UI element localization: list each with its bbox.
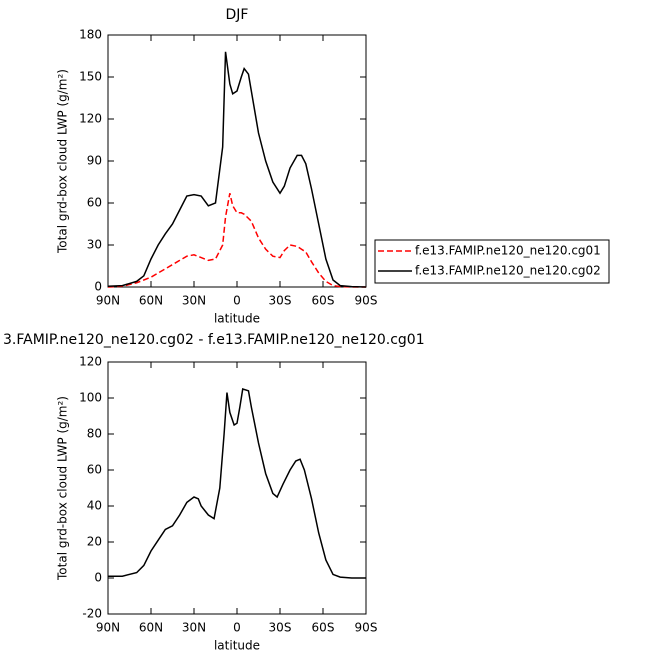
x-tick-label: 60S bbox=[312, 294, 335, 308]
plot-frame bbox=[107, 34, 367, 288]
data-line bbox=[107, 193, 366, 288]
y-tick-label: 80 bbox=[87, 427, 102, 441]
y-tick-label: 0 bbox=[94, 280, 102, 294]
chart-title: DJF bbox=[226, 7, 249, 23]
x-axis-label: latitude bbox=[214, 639, 260, 653]
x-tick-label: 30S bbox=[269, 294, 292, 308]
y-tick-label: 180 bbox=[79, 28, 102, 42]
x-tick-label: 0 bbox=[233, 621, 241, 635]
x-tick-label: 90N bbox=[96, 621, 120, 635]
y-tick-label: 0 bbox=[94, 571, 102, 585]
chart-title: 3.FAMIP.ne120_ne120.cg02 - f.e13.FAMIP.n… bbox=[3, 332, 425, 348]
legend-box bbox=[374, 239, 610, 284]
x-tick-label: 90S bbox=[355, 621, 378, 635]
y-tick-label: 120 bbox=[79, 355, 102, 369]
y-tick-label: 40 bbox=[87, 499, 102, 513]
y-tick-label: 120 bbox=[79, 112, 102, 126]
data-line bbox=[108, 388, 366, 579]
y-tick-label: 20 bbox=[87, 535, 102, 549]
y-tick-label: 100 bbox=[79, 391, 102, 405]
legend-label: f.e13.FAMIP.ne120_ne120.cg02 bbox=[415, 264, 601, 278]
x-axis-label: latitude bbox=[214, 312, 260, 326]
plot-frame bbox=[107, 361, 367, 615]
y-tick-label: 60 bbox=[87, 463, 102, 477]
x-tick-label: 30N bbox=[182, 294, 206, 308]
x-tick-label: 60N bbox=[139, 294, 163, 308]
x-tick-label: 30S bbox=[269, 621, 292, 635]
x-tick-label: 90S bbox=[355, 294, 378, 308]
y-tick-label: -20 bbox=[82, 607, 102, 621]
legend-label: f.e13.FAMIP.ne120_ne120.cg01 bbox=[415, 244, 601, 258]
x-tick-label: 60S bbox=[312, 621, 335, 635]
x-tick-label: 30N bbox=[182, 621, 206, 635]
x-tick-label: 0 bbox=[233, 294, 241, 308]
data-line bbox=[107, 51, 367, 288]
y-tick-label: 60 bbox=[87, 196, 102, 210]
y-tick-label: 90 bbox=[87, 154, 102, 168]
y-axis-label: Total grd-box cloud LWP (g/m²) bbox=[56, 396, 70, 581]
y-tick-label: 150 bbox=[79, 70, 102, 84]
y-tick-label: 30 bbox=[87, 238, 102, 252]
y-axis-label: Total grd-box cloud LWP (g/m²) bbox=[56, 69, 70, 254]
x-tick-label: 60N bbox=[139, 621, 163, 635]
x-tick-label: 90N bbox=[96, 294, 120, 308]
